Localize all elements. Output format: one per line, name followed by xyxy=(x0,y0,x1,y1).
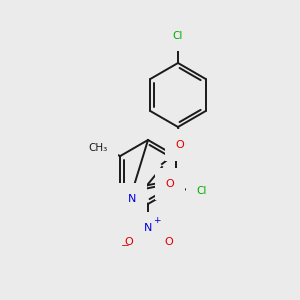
Text: Cl: Cl xyxy=(173,31,183,41)
Text: CH₃: CH₃ xyxy=(89,143,108,153)
Text: N: N xyxy=(128,194,136,204)
Text: +: + xyxy=(153,216,160,225)
Text: H: H xyxy=(117,194,125,204)
Text: O: O xyxy=(176,140,184,150)
Text: O: O xyxy=(166,179,174,189)
Text: N: N xyxy=(144,223,152,233)
Text: O: O xyxy=(165,237,173,247)
Text: Cl: Cl xyxy=(196,186,207,196)
Text: −: − xyxy=(121,241,130,251)
Text: O: O xyxy=(124,237,134,247)
